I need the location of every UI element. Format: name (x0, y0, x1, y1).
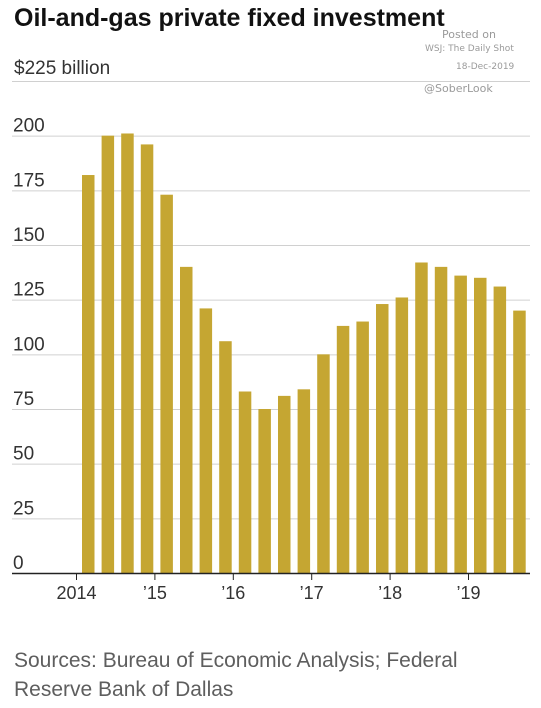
watermark-handle: @SoberLook (424, 82, 493, 95)
y-axis-unit-label: $225 billion (14, 58, 111, 79)
y-tick-label: 175 (13, 170, 45, 191)
bar (121, 133, 134, 574)
bar (434, 266, 448, 573)
bar (297, 389, 311, 573)
y-tick-label: 50 (13, 444, 34, 465)
bar (415, 262, 428, 573)
sources-note: Sources: Bureau of Economic Analysis; Fe… (14, 649, 458, 701)
bar (356, 321, 369, 573)
bar (238, 391, 252, 573)
x-tick-label: ’19 (456, 583, 480, 603)
bar (493, 286, 507, 573)
bar (82, 175, 95, 573)
x-tick-label: ’18 (378, 583, 402, 603)
y-tick-label: 100 (13, 334, 45, 355)
bar (395, 297, 409, 573)
bar (180, 266, 193, 573)
y-tick-label: 25 (13, 498, 34, 519)
watermark-posted: Posted on (442, 28, 496, 41)
y-tick-label: 75 (13, 389, 34, 410)
y-tick-label: 200 (13, 116, 45, 137)
bar (474, 277, 487, 573)
watermark-source: WSJ: The Daily Shot (425, 44, 514, 54)
chart-title: Oil-and-gas private fixed investment (14, 4, 445, 32)
x-tick-label: ’15 (143, 583, 167, 603)
y-tick-label: 125 (13, 280, 45, 301)
bar (513, 310, 526, 573)
bar (258, 409, 271, 573)
x-tick-label: ’17 (300, 583, 324, 603)
bar (336, 325, 350, 573)
bar (140, 144, 154, 573)
x-tick-label: ’16 (221, 583, 245, 603)
bar (317, 354, 330, 573)
bar (454, 275, 467, 573)
bar (101, 135, 115, 573)
watermark-date: 18-Dec-2019 (456, 62, 515, 72)
bar (219, 341, 232, 573)
bar (199, 308, 213, 573)
y-tick-label: 150 (13, 225, 45, 246)
bar (376, 304, 389, 573)
bar (160, 194, 173, 573)
x-tick-label: 2014 (56, 583, 96, 603)
bar (278, 395, 291, 573)
y-tick-label: 0 (13, 553, 24, 574)
